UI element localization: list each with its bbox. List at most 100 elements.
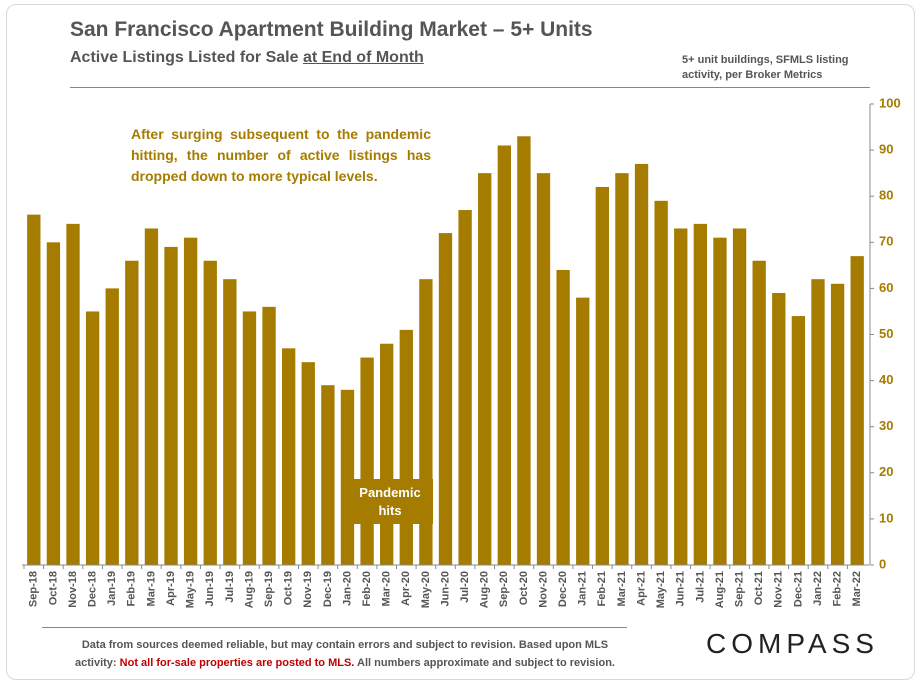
chart-title: San Francisco Apartment Building Market … <box>70 18 593 41</box>
x-tick-label: Aug-19 <box>243 571 255 608</box>
x-tick-label: Apr-20 <box>400 571 412 606</box>
x-tick-label: Jun-20 <box>439 571 451 606</box>
bar-Mar-21 <box>615 173 629 565</box>
bar-Jan-21 <box>576 297 590 565</box>
x-tick-label: Feb-21 <box>596 571 608 606</box>
y-tick-label: 30 <box>879 418 893 433</box>
x-tick-label: Jun-21 <box>675 571 687 606</box>
footer-line-2-prefix: activity: <box>75 657 120 669</box>
bar-Dec-19 <box>321 385 335 565</box>
bar-Apr-19 <box>164 246 178 565</box>
footer-warning: Not all for-sale properties are posted t… <box>119 657 355 669</box>
bar-Jul-19 <box>223 279 237 565</box>
footer-disclaimer: Data from sources deemed reliable, but m… <box>55 636 635 672</box>
bar-Oct-18 <box>46 242 61 566</box>
x-tick-label: Nov-20 <box>537 571 549 608</box>
x-tick-label: Jan-22 <box>812 571 824 606</box>
y-tick-label: 20 <box>879 464 893 479</box>
y-tick-label: 70 <box>879 234 893 249</box>
bar-Oct-20 <box>517 136 531 565</box>
subtitle-underlined: at End of Month <box>302 49 424 66</box>
x-tick-label: Jul-20 <box>459 571 471 603</box>
x-tick-label: Mar-20 <box>381 571 393 606</box>
footer-line-2-suffix: All numbers approximate and subject to r… <box>354 657 615 669</box>
bar-Sep-18 <box>27 214 41 565</box>
bar-Feb-22 <box>830 283 845 565</box>
x-tick-label: Nov-19 <box>302 571 314 608</box>
bar-Sep-19 <box>262 306 276 565</box>
pandemic-label: Pandemic hits <box>347 479 433 524</box>
x-tick-label: May-20 <box>420 571 432 608</box>
bar-Nov-19 <box>301 362 315 565</box>
bar-Sep-21 <box>732 228 747 565</box>
x-tick-label: Oct-21 <box>753 571 765 605</box>
footer-divider <box>42 627 627 628</box>
bar-Jul-20 <box>458 210 472 565</box>
x-tick-label: Jul-21 <box>694 571 706 603</box>
bar-Mar-19 <box>144 228 159 565</box>
x-tick-label: Jul-19 <box>224 571 236 603</box>
x-tick-label: Nov-21 <box>773 571 785 608</box>
bar-May-21 <box>654 200 668 565</box>
bar-Oct-19 <box>282 348 296 565</box>
bar-Jun-20 <box>438 233 453 565</box>
bar-Oct-21 <box>752 260 766 565</box>
x-tick-label: Feb-22 <box>831 571 843 606</box>
bar-Jan-22 <box>811 279 825 565</box>
x-tick-label: Aug-21 <box>714 571 726 608</box>
x-tick-label: Jan-21 <box>577 571 589 606</box>
y-tick-label: 0 <box>879 556 886 571</box>
footer-line-1: Data from sources deemed reliable, but m… <box>81 639 609 651</box>
bar-Jan-20 <box>340 389 355 565</box>
bar-Feb-20 <box>360 357 374 565</box>
bar-Nov-18 <box>66 223 80 566</box>
bar-Dec-21 <box>791 316 806 565</box>
bar-Aug-19 <box>242 311 257 565</box>
chart-subtitle: Active Listings Listed for Sale at End o… <box>70 49 424 67</box>
x-tick-label: Feb-19 <box>126 571 138 606</box>
bar-Jan-19 <box>105 288 119 565</box>
x-tick-label: Mar-21 <box>616 571 628 606</box>
bar-Dec-20 <box>556 269 570 565</box>
x-tick-label: Mar-22 <box>851 571 863 606</box>
x-tick-label: Feb-20 <box>361 571 373 606</box>
y-tick-label: 80 <box>879 188 893 203</box>
y-tick-label: 90 <box>879 142 893 157</box>
x-tick-label: Sep-19 <box>263 571 275 607</box>
x-tick-label: Oct-18 <box>47 571 59 605</box>
bar-Jun-21 <box>674 228 688 565</box>
x-tick-label: Mar-19 <box>145 571 157 606</box>
y-tick-label: 60 <box>879 280 893 295</box>
chart-annotation: After surging subsequent to the pandemic… <box>131 126 431 184</box>
x-tick-label: Jan-19 <box>106 571 118 606</box>
bar-Mar-20 <box>380 343 394 565</box>
x-tick-label: Dec-21 <box>792 571 804 607</box>
footer-line-2: activity: Not all for-sale properties ar… <box>55 654 635 672</box>
x-tick-label: Jun-19 <box>204 571 216 606</box>
x-tick-label: Jan-20 <box>341 571 353 606</box>
x-tick-label: Apr-19 <box>165 571 177 606</box>
bar-May-19 <box>183 237 198 565</box>
bar-Aug-20 <box>478 173 492 565</box>
y-tick-label: 100 <box>879 95 901 110</box>
bar-Jul-21 <box>693 223 708 566</box>
bar-Sep-20 <box>497 145 511 566</box>
bar-Mar-22 <box>850 256 864 565</box>
x-tick-label: Sep-21 <box>733 571 745 607</box>
x-tick-label: May-21 <box>655 571 667 608</box>
x-tick-label: Aug-20 <box>479 571 491 608</box>
y-tick-label: 40 <box>879 372 893 387</box>
bar-Jun-19 <box>203 260 217 565</box>
x-tick-label: Sep-18 <box>28 571 40 607</box>
y-tick-label: 50 <box>879 326 893 341</box>
bar-Feb-19 <box>125 260 139 565</box>
bar-Apr-20 <box>399 329 413 565</box>
header-divider <box>70 87 870 88</box>
x-tick-label: Nov-18 <box>67 571 79 608</box>
source-note: 5+ unit buildings, SFMLS listing activit… <box>682 54 849 81</box>
x-tick-label: Oct-19 <box>283 571 295 605</box>
x-tick-label: May-19 <box>185 571 197 608</box>
y-tick-label: 10 <box>879 510 893 525</box>
bar-Apr-21 <box>634 163 649 565</box>
